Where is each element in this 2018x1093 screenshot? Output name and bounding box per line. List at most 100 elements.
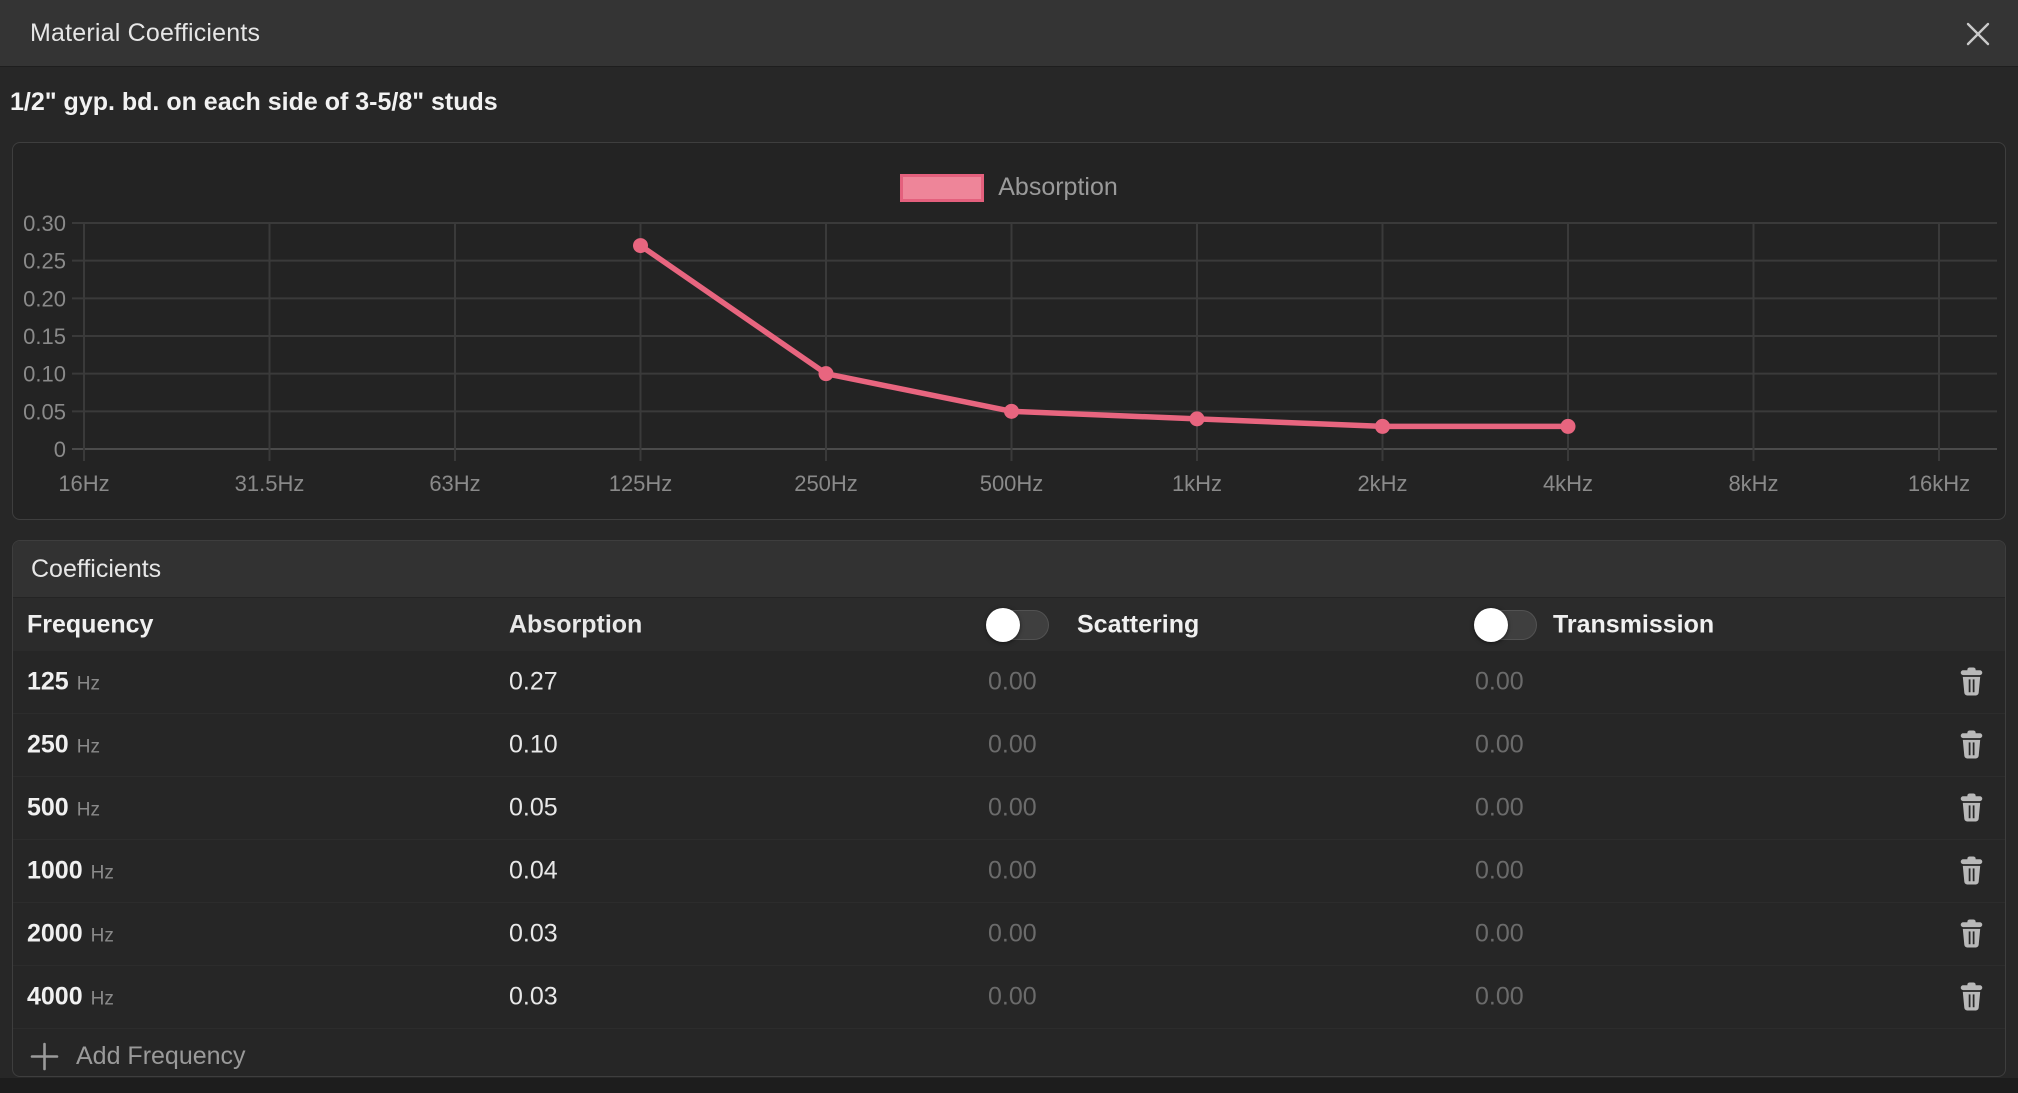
column-header-absorption: Absorption bbox=[509, 610, 643, 638]
y-axis-tick-label: 0.15 bbox=[23, 324, 66, 349]
coefficients-panel: Coefficients Frequency Absorption Scatte… bbox=[12, 540, 2006, 1077]
x-axis-tick-label: 2kHz bbox=[1357, 471, 1407, 496]
frequency-unit: Hz bbox=[90, 925, 114, 947]
y-axis-tick-label: 0.30 bbox=[23, 211, 66, 236]
table-row: 250 Hz 0.10 0.00 0.00 bbox=[13, 713, 2005, 776]
frequency-unit: Hz bbox=[76, 673, 100, 695]
absorption-value[interactable]: 0.05 bbox=[509, 793, 558, 822]
toggle-knob bbox=[986, 607, 1020, 642]
y-axis-tick-label: 0 bbox=[54, 437, 66, 462]
delete-row-button[interactable] bbox=[1959, 793, 1985, 823]
scattering-value: 0.00 bbox=[988, 982, 1037, 1011]
x-axis-tick-label: 1kHz bbox=[1172, 471, 1222, 496]
x-axis-tick-label: 31.5Hz bbox=[235, 471, 305, 496]
x-axis-tick-label: 16kHz bbox=[1908, 471, 1970, 496]
absorption-data-point bbox=[1375, 418, 1390, 434]
x-axis-tick-label: 500Hz bbox=[980, 471, 1044, 496]
y-axis-tick-label: 0.05 bbox=[23, 399, 66, 424]
frequency-unit: Hz bbox=[90, 988, 114, 1010]
trash-icon bbox=[1960, 856, 1983, 885]
scattering-value: 0.00 bbox=[988, 856, 1037, 885]
absorption-value[interactable]: 0.03 bbox=[509, 919, 558, 948]
x-axis-tick-label: 63Hz bbox=[429, 471, 480, 496]
table-header-row: Frequency Absorption Scattering Transmis… bbox=[13, 598, 2005, 651]
transmission-value: 0.00 bbox=[1475, 982, 1524, 1011]
frequency-unit: Hz bbox=[90, 862, 114, 884]
close-button[interactable] bbox=[1960, 16, 1996, 52]
frequency-value[interactable]: 250 Hz bbox=[27, 730, 100, 759]
scattering-value: 0.00 bbox=[988, 667, 1037, 696]
x-axis-tick-label: 16Hz bbox=[58, 471, 109, 496]
delete-row-button[interactable] bbox=[1959, 982, 1985, 1012]
absorption-value[interactable]: 0.10 bbox=[509, 730, 558, 759]
table-row: 500 Hz 0.05 0.00 0.00 bbox=[13, 776, 2005, 839]
table-row: 2000 Hz 0.03 0.00 0.00 bbox=[13, 902, 2005, 965]
absorption-value[interactable]: 0.03 bbox=[509, 982, 558, 1011]
delete-row-button[interactable] bbox=[1959, 919, 1985, 949]
plus-icon bbox=[30, 1042, 59, 1071]
frequency-value[interactable]: 2000 Hz bbox=[27, 919, 114, 948]
transmission-value: 0.00 bbox=[1475, 667, 1524, 696]
frequency-value[interactable]: 125 Hz bbox=[27, 667, 100, 696]
absorption-data-point bbox=[818, 366, 834, 382]
delete-row-button[interactable] bbox=[1959, 730, 1985, 760]
legend-color-swatch bbox=[900, 173, 985, 202]
delete-row-button[interactable] bbox=[1959, 856, 1985, 886]
chart-legend-item[interactable]: Absorption bbox=[13, 173, 2005, 202]
scattering-value: 0.00 bbox=[988, 919, 1037, 948]
transmission-value: 0.00 bbox=[1475, 793, 1524, 822]
absorption-data-point bbox=[1004, 403, 1019, 419]
absorption-data-point bbox=[1560, 418, 1576, 434]
absorption-value[interactable]: 0.04 bbox=[509, 856, 558, 885]
add-frequency-button[interactable]: Add Frequency bbox=[13, 1029, 246, 1076]
table-row: 125 Hz 0.27 0.00 0.00 bbox=[13, 651, 2005, 713]
scattering-value: 0.00 bbox=[988, 793, 1037, 822]
absorption-chart-panel: 0.30 0.25 0.20 0.15 0.10 0.05 0 16Hz 31.5Hz 63Hz 1… bbox=[12, 142, 2006, 520]
trash-icon bbox=[1960, 793, 1983, 822]
dialog-titlebar: Material Coefficients bbox=[0, 0, 2018, 67]
trash-icon bbox=[1960, 919, 1983, 948]
trash-icon bbox=[1960, 982, 1983, 1011]
delete-row-button[interactable] bbox=[1959, 667, 1985, 697]
frequency-unit: Hz bbox=[76, 799, 100, 821]
transmission-toggle[interactable] bbox=[1474, 607, 1537, 642]
y-axis-tick-label: 0.20 bbox=[23, 286, 66, 311]
absorption-chart: 0.30 0.25 0.20 0.15 0.10 0.05 0 16Hz 31.5Hz 63Hz 1… bbox=[23, 211, 1997, 496]
add-frequency-label: Add Frequency bbox=[76, 1042, 246, 1070]
absorption-value[interactable]: 0.27 bbox=[509, 667, 558, 696]
column-header-scattering: Scattering bbox=[1077, 610, 1200, 638]
column-header-transmission: Transmission bbox=[1553, 610, 1715, 638]
scattering-value: 0.00 bbox=[988, 730, 1037, 759]
coefficient-rows: 125 Hz 0.27 0.00 0.00 250 Hz 0.10 0.00 0.0… bbox=[13, 651, 2005, 1028]
column-header-frequency: Frequency bbox=[27, 610, 154, 638]
transmission-value: 0.00 bbox=[1475, 919, 1524, 948]
transmission-value: 0.00 bbox=[1475, 856, 1524, 885]
legend-label: Absorption bbox=[998, 173, 1118, 201]
x-axis-tick-label: 250Hz bbox=[794, 471, 858, 496]
toggle-knob bbox=[1474, 607, 1508, 642]
absorption-line bbox=[637, 242, 1571, 430]
table-row: 4000 Hz 0.03 0.00 0.00 bbox=[13, 965, 2005, 1028]
table-row: 1000 Hz 0.04 0.00 0.00 bbox=[13, 839, 2005, 902]
scattering-toggle[interactable] bbox=[986, 607, 1049, 642]
frequency-value[interactable]: 1000 Hz bbox=[27, 856, 114, 885]
x-axis-tick-label: 8kHz bbox=[1728, 471, 1778, 496]
close-icon bbox=[1966, 22, 1990, 46]
material-name: 1/2" gyp. bd. on each side of 3-5/8" stu… bbox=[10, 88, 498, 116]
y-axis-tick-label: 0.25 bbox=[23, 249, 66, 274]
coefficients-section-title: Coefficients bbox=[13, 541, 2005, 598]
transmission-value: 0.00 bbox=[1475, 730, 1524, 759]
absorption-data-point bbox=[1189, 411, 1205, 427]
add-frequency-row: Add Frequency bbox=[13, 1028, 2005, 1076]
dialog-title: Material Coefficients bbox=[30, 18, 261, 47]
x-axis-tick-label: 125Hz bbox=[609, 471, 673, 496]
y-axis-tick-label: 0.10 bbox=[23, 362, 66, 387]
trash-icon bbox=[1960, 730, 1983, 759]
frequency-value[interactable]: 500 Hz bbox=[27, 793, 100, 822]
frequency-unit: Hz bbox=[76, 736, 100, 758]
trash-icon bbox=[1960, 667, 1983, 696]
x-axis-tick-label: 4kHz bbox=[1543, 471, 1593, 496]
absorption-data-point bbox=[633, 238, 648, 254]
frequency-value[interactable]: 4000 Hz bbox=[27, 982, 114, 1011]
